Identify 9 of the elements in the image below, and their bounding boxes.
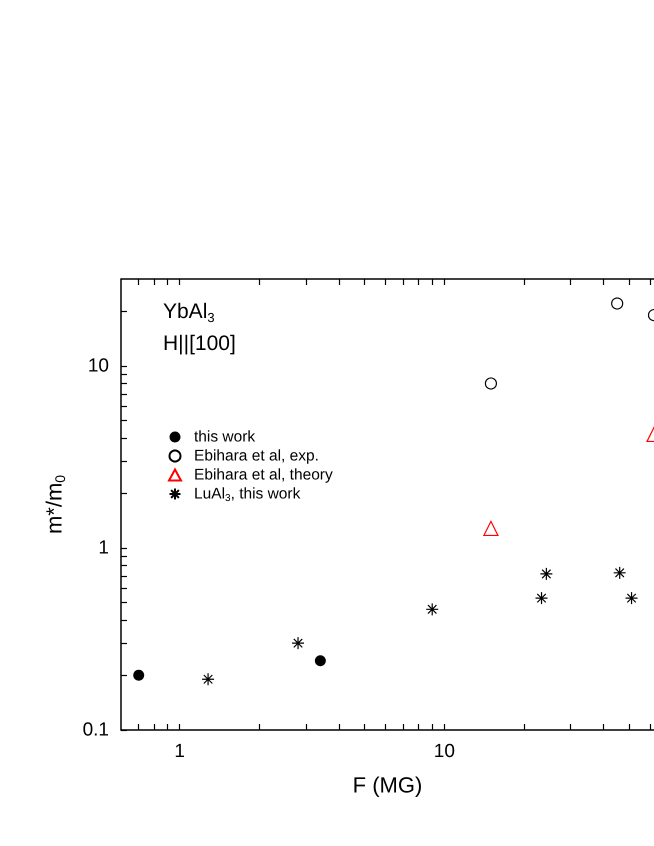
- legend-label: Ebihara et al, theory: [194, 466, 333, 484]
- y-axis-title: m*/m0: [42, 474, 68, 534]
- legend-label: this work: [194, 428, 256, 446]
- x-axis-title: F (MG): [352, 772, 422, 798]
- annotation: H||[100]: [163, 332, 236, 355]
- legend-label: Ebihara et al, exp.: [194, 448, 319, 464]
- y-tick-label: 10: [88, 355, 109, 376]
- y-tick-label: 1: [98, 537, 109, 558]
- y-tick-label: 0.1: [82, 720, 109, 740]
